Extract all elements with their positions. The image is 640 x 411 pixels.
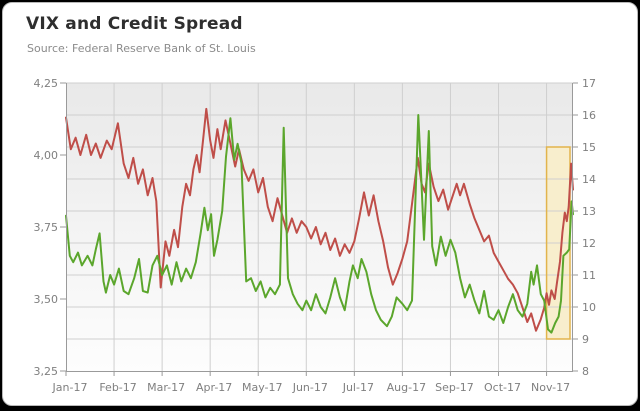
x-axis-tick-label: Nov-17: [531, 381, 570, 394]
chart-source: Source: Federal Reserve Bank of St. Loui…: [27, 42, 256, 55]
right-axis-labels: 17 16 15 14 13 12 11 10 9 8: [582, 77, 596, 378]
right-axis-tick-label: 11: [582, 269, 596, 282]
right-axis-tick-label: 9: [582, 333, 589, 346]
chart-card: VIX and Credit Spread Source: Federal Re…: [2, 2, 638, 406]
x-axis-tick-label: Jun-17: [292, 381, 328, 394]
x-axis-tick-label: Oct-17: [484, 381, 521, 394]
right-axis-tick-label: 12: [582, 237, 596, 250]
axes-spines: [60, 82, 578, 376]
x-axis-tick-label: Jul-17: [342, 381, 374, 394]
plot-area: [66, 83, 573, 371]
right-axis-tick-label: 15: [582, 141, 596, 154]
left-axis-labels: 4,25 4,00 3,75 3,50 3,25: [34, 77, 59, 378]
vix-line: [65, 114, 574, 334]
right-axis-tick-label: 13: [582, 205, 596, 218]
x-axis-tick-label: Sep-17: [435, 381, 474, 394]
x-axis-tick-label: Aug-17: [387, 381, 426, 394]
h-gridlines: [66, 82, 573, 340]
left-axis-tick-label: 3,25: [34, 365, 59, 378]
left-axis-tick-label: 4,25: [34, 77, 59, 90]
right-axis-tick-label: 8: [582, 365, 589, 378]
right-axis-tick-label: 14: [582, 173, 596, 186]
right-axis-tick-label: 17: [582, 77, 596, 90]
left-axis-tick-label: 3,75: [34, 221, 59, 234]
left-axis-tick-label: 3,50: [34, 293, 59, 306]
left-axis-tick-label: 4,00: [34, 149, 59, 162]
x-axis-tick-label: Jan-17: [52, 381, 88, 394]
right-axis-tick-label: 16: [582, 109, 596, 122]
chart-canvas: 4,25 4,00 3,75 3,50 3,25 17 16 15 14 13 12 11 10 9 8 Ja…: [34, 77, 597, 394]
x-axis-tick-label: Apr-17: [196, 381, 232, 394]
x-axis-tick-label: Mar-17: [147, 381, 185, 394]
v-gridlines: [113, 83, 548, 371]
x-axis-tick-label: May-17: [242, 381, 283, 394]
x-axis-labels: Jan-17 Feb-17 Mar-17 Apr-17 May-17 Jun-17 Jul-…: [52, 381, 571, 394]
right-axis-tick-label: 10: [582, 301, 596, 314]
x-axis-tick-label: Feb-17: [99, 381, 136, 394]
chart-title: VIX and Credit Spread: [26, 14, 243, 34]
